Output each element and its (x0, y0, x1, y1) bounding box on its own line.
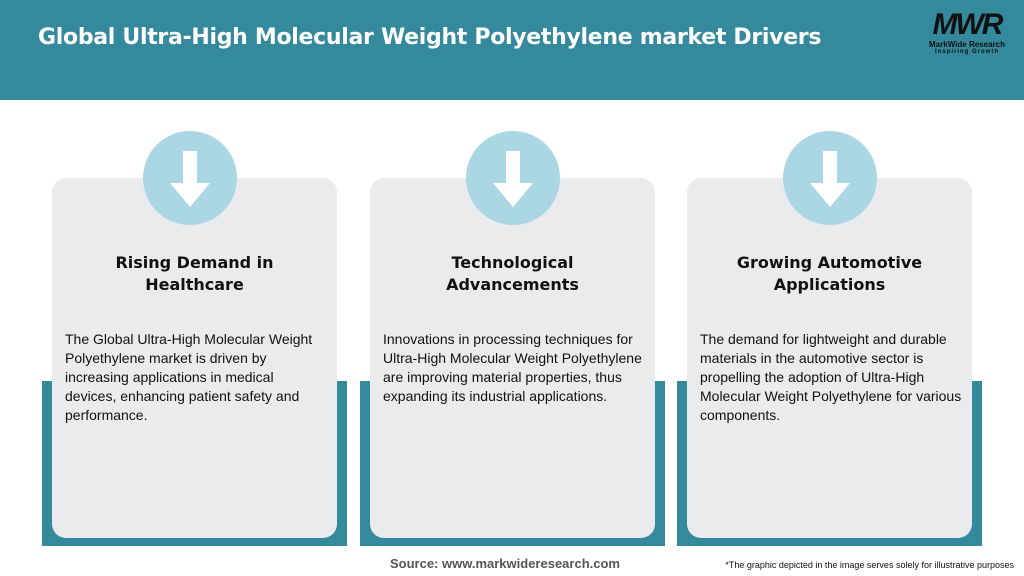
source-text: Source: www.markwideresearch.com (389, 556, 620, 571)
header-banner: Global Ultra-High Molecular Weight Polye… (0, 0, 1024, 100)
driver-card: Growing Automotive Applications The dema… (687, 178, 972, 538)
logo-name: MarkWide Research (929, 40, 1005, 49)
disclaimer-note: *The graphic depicted in the image serve… (725, 560, 1014, 570)
arrow-down-icon (783, 131, 877, 225)
card-title: Rising Demand in Healthcare (115, 253, 274, 294)
card-description: The demand for lightweight and durable m… (700, 331, 962, 423)
arrow-down-icon (143, 131, 237, 225)
arrow-down-icon (466, 131, 560, 225)
driver-card: Technological Advancements Innovations i… (370, 178, 655, 538)
logo: MWR MarkWide Research Inspiring Growth (922, 8, 1012, 56)
card-description: Innovations in processing techniques for… (383, 331, 642, 404)
driver-card: Rising Demand in Healthcare The Global U… (52, 178, 337, 538)
page-title: Global Ultra-High Molecular Weight Polye… (38, 25, 822, 50)
card-title: Technological Advancements (446, 253, 579, 294)
card-title: Growing Automotive Applications (736, 253, 923, 294)
card-description: The Global Ultra-High Molecular Weight P… (65, 331, 313, 423)
logo-mark: MWR (932, 8, 1004, 41)
logo-tagline: Inspiring Growth (935, 49, 999, 55)
